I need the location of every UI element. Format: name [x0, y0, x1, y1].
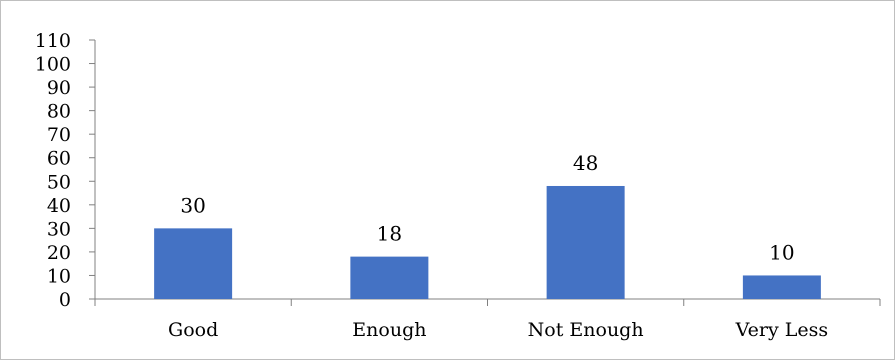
- bar-good: [154, 228, 233, 299]
- bar-enough: [350, 256, 429, 299]
- y-tick-label: 0: [59, 289, 71, 311]
- y-tick-label: 80: [47, 101, 71, 123]
- y-tick-label: 50: [47, 171, 71, 193]
- y-tick-label: 10: [47, 265, 71, 287]
- category-labels: Good Enough Not Enough Very Less: [168, 319, 828, 341]
- y-tick-label: 70: [47, 124, 71, 146]
- x-axis: [94, 298, 881, 306]
- y-tick-label: 20: [47, 242, 71, 264]
- category-label: Not Enough: [528, 319, 644, 341]
- data-label: 18: [377, 222, 402, 246]
- bar-very-less: [742, 275, 821, 299]
- y-tick-label: 30: [47, 218, 71, 240]
- data-label: 48: [573, 151, 598, 175]
- data-labels: 30 18 48 10: [180, 151, 794, 264]
- data-label: 30: [180, 193, 205, 217]
- bars: [154, 185, 821, 299]
- y-tick-label: 100: [35, 54, 71, 76]
- data-label: 10: [769, 240, 794, 264]
- category-label: Good: [168, 319, 218, 341]
- y-tick-label: 110: [35, 30, 71, 52]
- category-label: Very Less: [735, 319, 828, 341]
- y-tick-label: 90: [47, 77, 71, 99]
- y-tick-label: 40: [47, 195, 71, 217]
- category-label: Enough: [352, 319, 426, 341]
- bar-not-enough: [546, 185, 625, 299]
- y-tick-label: 60: [47, 148, 71, 170]
